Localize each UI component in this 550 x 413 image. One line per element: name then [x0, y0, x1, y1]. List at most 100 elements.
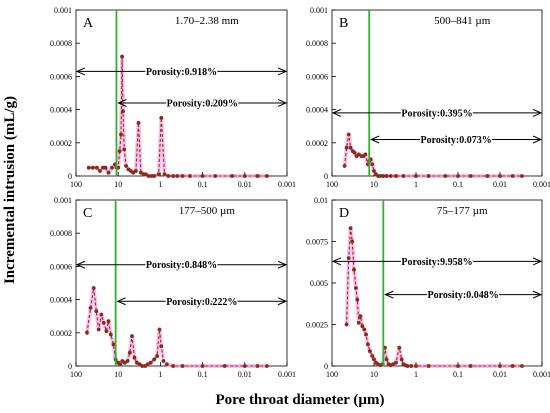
data-point — [94, 309, 99, 314]
panel-title: 500–841 µm — [434, 15, 491, 27]
porosity-label: Porosity:0.209% — [167, 98, 238, 109]
data-point — [106, 319, 111, 324]
y-tick-label: 0.0006 — [50, 262, 72, 271]
data-point — [86, 165, 91, 170]
data-point — [342, 164, 347, 168]
data-point — [121, 109, 125, 114]
y-tick-label: 0 — [324, 362, 328, 371]
data-point — [346, 132, 351, 137]
data-point — [180, 364, 185, 368]
y-tick-label: 0.001 — [54, 196, 72, 205]
y-tick-label: 0.0004 — [306, 106, 328, 115]
x-tick-label: 0.1 — [198, 180, 208, 189]
y-tick-label: 0.001 — [310, 6, 328, 15]
porosity-label: Porosity:9.958% — [401, 257, 472, 268]
data-point — [364, 332, 368, 337]
y-tick-label: 0.0025 — [306, 321, 328, 330]
data-point — [354, 286, 358, 290]
data-point — [171, 174, 176, 178]
data-point — [119, 132, 123, 137]
data-point — [401, 174, 406, 178]
data-point — [165, 362, 169, 367]
data-point — [110, 165, 114, 170]
data-point — [120, 54, 124, 59]
data-point — [355, 297, 360, 302]
porosity-label: Porosity:0.395% — [401, 108, 472, 119]
data-point — [362, 327, 367, 332]
x-tick-label: 1 — [158, 370, 162, 379]
data-point — [510, 174, 515, 178]
data-point — [372, 357, 376, 362]
porosity-label: Porosity:0.048% — [428, 290, 499, 301]
porosity-label: Porosity:0.222% — [166, 297, 237, 308]
data-point — [348, 145, 353, 150]
data-point — [397, 345, 402, 350]
data-point — [265, 174, 269, 178]
y-tick-label: 0.001 — [54, 6, 72, 15]
data-point — [155, 354, 160, 358]
plot-frame — [331, 199, 543, 367]
data-point — [144, 172, 148, 177]
data-point — [350, 239, 355, 244]
data-point — [175, 174, 180, 178]
data-point — [456, 364, 460, 368]
data-point — [148, 360, 153, 365]
y-tick-label: 0.0008 — [306, 39, 328, 48]
data-point — [366, 342, 370, 347]
x-tick-label: 100 — [70, 370, 82, 379]
data-point — [391, 362, 395, 367]
data-point — [95, 165, 99, 170]
x-tick-label: 100 — [326, 370, 338, 379]
y-tick-label: 0.0002 — [306, 139, 328, 148]
data-point — [124, 164, 128, 168]
y-tick-label: 0 — [68, 362, 72, 371]
data-point — [159, 344, 164, 348]
panel-b: 0 0.0002 0.0004 0.0006 0.0008 0.001 100 10 1 0.1 0… — [306, 6, 550, 189]
data-point — [384, 357, 389, 362]
x-tick-label: 1 — [414, 180, 418, 189]
data-point — [145, 362, 150, 367]
data-point — [200, 364, 205, 368]
data-point — [159, 116, 164, 120]
data-point — [485, 174, 490, 178]
data-point — [360, 324, 365, 329]
data-point — [230, 174, 235, 178]
data-point — [498, 364, 502, 368]
panel-a: 0 0.0002 0.0004 0.0006 0.0008 0.001 100 10 1 0.1 0… — [50, 6, 296, 189]
data-point — [352, 267, 356, 272]
x-tick-label: 0.01 — [493, 370, 507, 379]
data-point — [118, 362, 122, 367]
porosity-label: Porosity:0.918% — [146, 67, 217, 78]
x-tick-label: 0.1 — [453, 180, 463, 189]
data-point — [101, 165, 105, 170]
y-tick-label: 0.0006 — [50, 72, 72, 81]
data-point — [98, 169, 102, 173]
data-point — [156, 172, 161, 177]
data-point — [384, 174, 389, 178]
x-tick-label: 0.001 — [533, 370, 550, 379]
data-point — [414, 364, 418, 368]
y-tick-label: 0.0006 — [306, 72, 328, 81]
data-point — [108, 332, 113, 337]
x-tick-label: 0.001 — [278, 180, 296, 189]
data-point — [381, 174, 386, 178]
y-tick-label: 0.0002 — [50, 329, 72, 338]
y-tick-label: 0.01 — [314, 196, 328, 205]
data-point — [394, 174, 398, 178]
x-tick-label: 0.1 — [453, 370, 463, 379]
x-tick-label: 1 — [414, 370, 418, 379]
data-point — [91, 286, 96, 290]
plot-frame — [75, 9, 288, 177]
data-point — [140, 364, 145, 368]
data-point — [409, 364, 414, 368]
data-point — [520, 174, 524, 178]
data-point — [162, 172, 167, 177]
x-tick-label: 10 — [370, 180, 378, 189]
x-tick-label: 10 — [370, 370, 378, 379]
data-point — [348, 226, 353, 231]
data-point — [157, 327, 162, 332]
x-tick-label: 0.001 — [533, 180, 550, 189]
data-point — [443, 174, 448, 178]
data-point — [132, 355, 137, 360]
